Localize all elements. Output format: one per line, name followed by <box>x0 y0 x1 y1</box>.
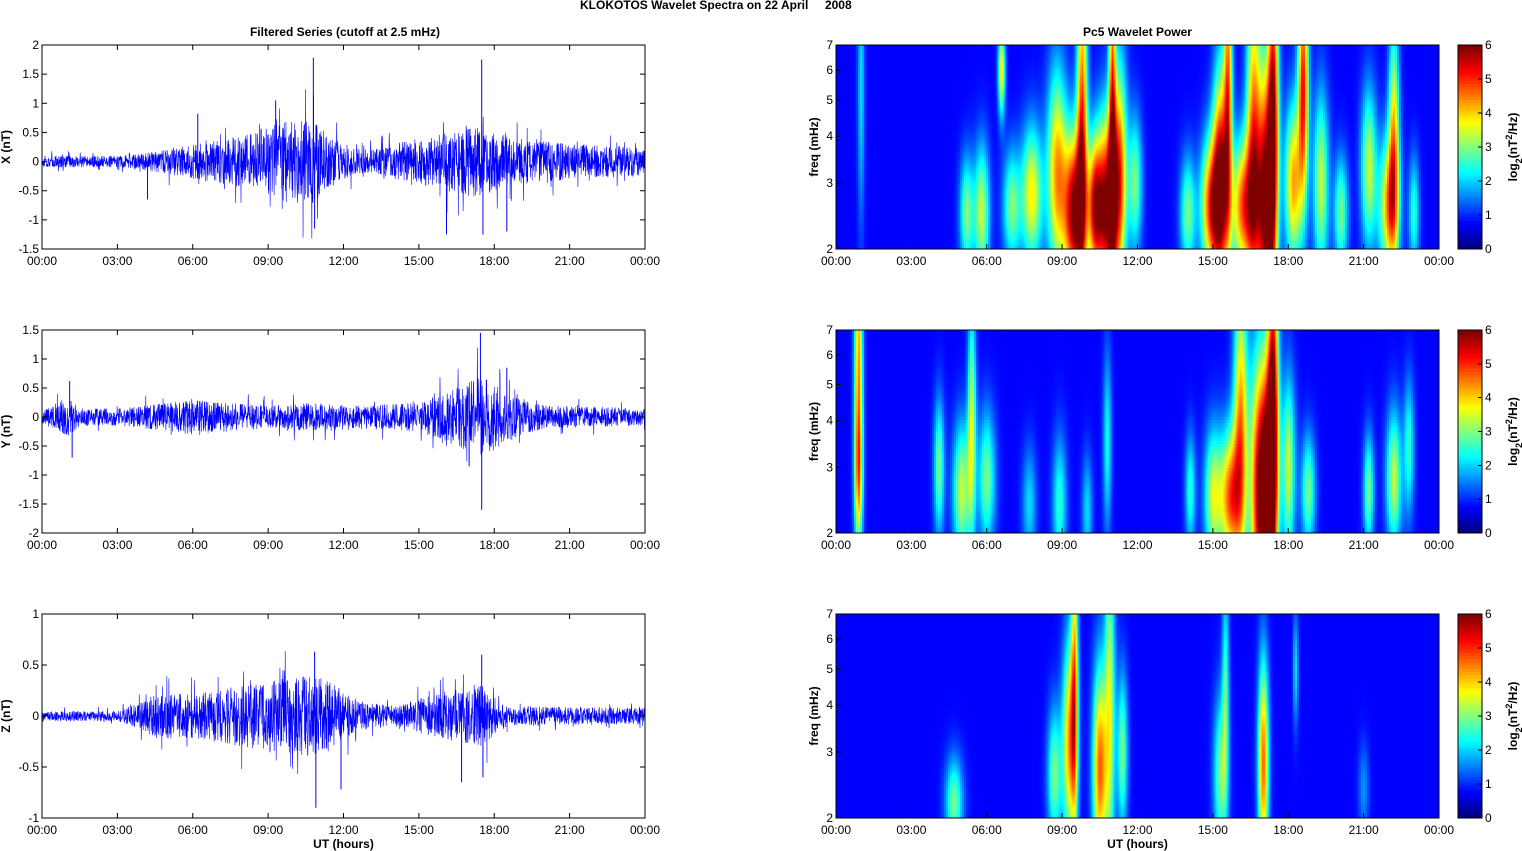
x-tick-label: 21:00 <box>555 538 585 552</box>
plot-area <box>42 45 645 249</box>
plot-area <box>42 330 645 533</box>
y-tick-label: 1.5 <box>22 323 39 337</box>
x-tick-label: 21:00 <box>555 823 585 837</box>
x-tick-label: 06:00 <box>178 538 208 552</box>
x-tick-label: 03:00 <box>102 538 132 552</box>
x-tick-label: 06:00 <box>178 823 208 837</box>
y-tick-label: -0.5 <box>18 760 39 774</box>
x-tick-label: 15:00 <box>404 254 434 268</box>
x-tick-label: 18:00 <box>479 823 509 837</box>
x-tick-label: 15:00 <box>404 538 434 552</box>
x-tick-label: 15:00 <box>404 823 434 837</box>
y-tick-label: 1 <box>32 607 39 621</box>
x-tick-label: 21:00 <box>555 254 585 268</box>
y-tick-label: 1 <box>32 96 39 110</box>
y-tick-label: -1 <box>28 213 39 227</box>
x-tick-label: 09:00 <box>253 254 283 268</box>
y-tick-label: 0.5 <box>22 125 39 139</box>
x-tick-label: 12:00 <box>328 823 358 837</box>
y-tick-label: 2 <box>32 38 39 52</box>
x-tick-label: 18:00 <box>479 254 509 268</box>
x-axis-label: UT (hours) <box>313 837 374 851</box>
x-tick-label: 09:00 <box>253 538 283 552</box>
y-tick-label: -1.5 <box>18 497 39 511</box>
x-tick-label: 03:00 <box>102 823 132 837</box>
x-tick-label: 00:00 <box>27 538 57 552</box>
y-tick-label: 0 <box>32 155 39 169</box>
x-tick-label: 00:00 <box>27 254 57 268</box>
y-tick-label: 1.5 <box>22 67 39 81</box>
y-tick-label: 0.5 <box>22 658 39 672</box>
x-tick-label: 12:00 <box>328 538 358 552</box>
x-tick-label: 18:00 <box>479 538 509 552</box>
x-tick-label: 00:00 <box>27 823 57 837</box>
y-tick-label: -0.5 <box>18 184 39 198</box>
x-tick-label: 03:00 <box>102 254 132 268</box>
y-tick-label: 0 <box>32 709 39 723</box>
y-axis-label: Z (nT) <box>0 699 13 732</box>
x-tick-label: 00:00 <box>630 823 660 837</box>
x-tick-label: 06:00 <box>178 254 208 268</box>
x-tick-label: 09:00 <box>253 823 283 837</box>
y-tick-label: -0.5 <box>18 439 39 453</box>
y-tick-label: 0 <box>32 410 39 424</box>
x-tick-label: 00:00 <box>630 254 660 268</box>
y-axis-label: Y (nT) <box>0 415 13 449</box>
y-axis-label: X (nT) <box>0 130 13 164</box>
y-tick-label: 1 <box>32 352 39 366</box>
x-tick-label: 12:00 <box>328 254 358 268</box>
y-tick-label: -1 <box>28 468 39 482</box>
timeseries-y: -2-1.5-1-0.500.511.500:00 03:00 06:00 09:00… <box>0 323 660 552</box>
heatmap-cells <box>836 45 1440 250</box>
x-tick-label: 00:00 <box>630 538 660 552</box>
y-tick-label: 0.5 <box>22 381 39 395</box>
